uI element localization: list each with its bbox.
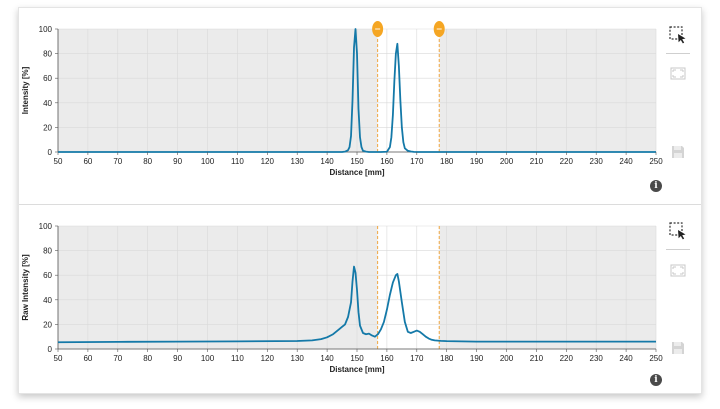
x-tick-label: 240	[619, 354, 633, 363]
x-tick-label: 60	[83, 157, 92, 166]
x-tick-label: 150	[350, 157, 364, 166]
x-tick-label: 160	[380, 354, 394, 363]
series-line	[57, 265, 656, 344]
x-tick-label: 220	[560, 354, 574, 363]
save-button[interactable]	[671, 341, 689, 359]
x-tick-label: 140	[320, 157, 334, 166]
fit-view-button[interactable]	[670, 66, 688, 84]
selection-end-handle[interactable]	[433, 21, 445, 37]
chart-divider	[19, 204, 701, 205]
selection-start-handle[interactable]	[372, 21, 384, 37]
zoom-select-icon	[669, 222, 686, 240]
selection-region	[377, 29, 440, 152]
x-tick-label: 190	[470, 354, 484, 363]
toolbar-separator	[666, 53, 690, 54]
fit-view-button[interactable]	[670, 263, 688, 281]
raw-intensity-chart: 50 60 70 80 90 100 110 120 130 140 150 160 170 180 190…	[21, 222, 663, 374]
selection-region	[377, 226, 440, 349]
zoom-select-icon	[669, 26, 686, 44]
x-tick-label: 250	[649, 354, 663, 363]
x-tick-label: 100	[201, 157, 215, 166]
y-tick-label: 20	[43, 123, 52, 132]
x-tick-label: 90	[173, 157, 182, 166]
x-tick-label: 220	[560, 157, 574, 166]
y-tick-label: 20	[43, 320, 52, 329]
y-tick-label: 100	[39, 222, 53, 231]
zoom-select-button[interactable]	[669, 222, 687, 240]
zoom-select-button[interactable]	[669, 26, 687, 44]
y-tick-label: 0	[48, 345, 53, 354]
x-tick-label: 150	[350, 354, 364, 363]
y-tick-label: 80	[43, 247, 52, 256]
info-icon[interactable]: i	[650, 374, 662, 386]
x-tick-label: 100	[201, 354, 215, 363]
intensity-chart: 50 60 70 80 90 100 110 120 130 140 150 160 170 180 190…	[21, 21, 663, 177]
toolbar-separator	[666, 249, 690, 250]
x-tick-label: 250	[649, 157, 663, 166]
x-tick-label: 170	[410, 157, 424, 166]
y-tick-label: 100	[39, 25, 53, 34]
x-tick-label: 110	[231, 157, 244, 166]
x-tick-label: 140	[320, 354, 334, 363]
y-tick-label: 0	[48, 148, 53, 157]
x-tick-label: 90	[173, 354, 182, 363]
y-tick-label: 40	[43, 296, 52, 305]
save-icon	[672, 342, 684, 354]
y-tick-label: 60	[43, 271, 52, 280]
x-tick-label: 120	[261, 157, 275, 166]
save-button[interactable]	[671, 145, 689, 163]
x-tick-label: 230	[590, 157, 604, 166]
save-icon	[672, 146, 684, 158]
x-axis-title: Distance [mm]	[329, 168, 384, 177]
x-tick-label: 130	[291, 354, 305, 363]
x-tick-label: 80	[143, 354, 152, 363]
x-tick-label: 180	[440, 354, 454, 363]
x-tick-label: 160	[380, 157, 394, 166]
x-tick-label: 110	[231, 354, 244, 363]
y-axis-title: Intensity [%]	[21, 66, 30, 114]
x-tick-label: 200	[500, 354, 514, 363]
x-tick-label: 190	[470, 157, 484, 166]
x-tick-label: 130	[291, 157, 305, 166]
info-icon[interactable]: i	[650, 180, 662, 192]
x-tick-label: 200	[500, 157, 514, 166]
y-tick-label: 80	[43, 50, 52, 59]
x-tick-label: 60	[83, 354, 92, 363]
x-tick-label: 240	[619, 157, 633, 166]
fit-view-icon	[670, 264, 686, 277]
x-tick-label: 230	[590, 354, 604, 363]
app-window: 50 60 70 80 90 100 110 120 130 140 150 160 170 180 190…	[18, 7, 702, 394]
x-tick-label: 210	[530, 354, 544, 363]
y-tick-label: 40	[43, 99, 52, 108]
y-tick-label: 60	[43, 74, 52, 83]
x-tick-label: 120	[261, 354, 275, 363]
x-tick-label: 50	[54, 157, 63, 166]
x-tick-label: 50	[54, 354, 63, 363]
y-axis-title: Raw Intensity [%]	[21, 254, 30, 321]
x-tick-label: 180	[440, 157, 454, 166]
x-tick-label: 80	[143, 157, 152, 166]
series-line	[58, 28, 656, 153]
x-tick-label: 70	[113, 354, 122, 363]
x-tick-label: 70	[113, 157, 122, 166]
x-tick-label: 210	[530, 157, 544, 166]
x-axis-title: Distance [mm]	[329, 365, 384, 374]
fit-view-icon	[670, 67, 686, 80]
x-tick-label: 170	[410, 354, 424, 363]
